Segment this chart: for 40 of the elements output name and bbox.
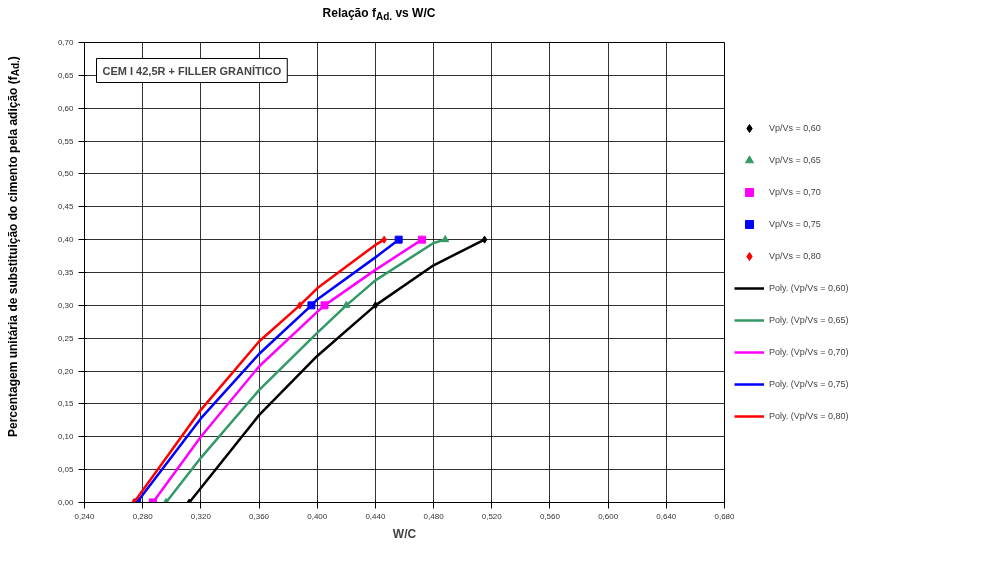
x-tick-label: 0,360	[249, 511, 270, 521]
y-tick-label: 0,55	[57, 136, 75, 146]
x-tick-label: 0,400	[307, 511, 328, 521]
y-tick-label: 0,65	[57, 70, 75, 80]
legend-label: Poly. (Vp/Vs = 0,65)	[769, 315, 849, 325]
x-tick-label: 0,440	[365, 511, 386, 521]
x-tick-label: 0,520	[481, 511, 503, 521]
chart-title: Relação f$_{Ad.}$ vs W/C	[321, 5, 437, 25]
y-tick-label: 0,70	[57, 38, 75, 47]
annotation: CEM I 42,5R + FILLER GRANÍTICO	[102, 64, 282, 77]
y-tick-label: 0,40	[57, 235, 75, 245]
x-tick-label: 0,280	[132, 511, 154, 521]
x-tick-label: 0,480	[423, 511, 445, 521]
legend-label: Vp/Vs = 0,65	[769, 155, 821, 165]
x-tick-label: 0,560	[539, 511, 561, 521]
y-tick-label: 0,30	[57, 300, 75, 310]
y-tick-label: 0,35	[57, 268, 75, 277]
legend-label: Vp/Vs = 0,80	[769, 251, 821, 261]
x-tick-label: 0,240	[74, 511, 96, 521]
legend-label: Poly. (Vp/Vs = 0,70)	[769, 347, 849, 357]
legend-label: Poly. (Vp/Vs = 0,60)	[769, 283, 849, 293]
y-tick-label: 0,05	[57, 465, 75, 475]
legend-label: Vp/Vs = 0,75	[769, 219, 821, 229]
legend-label: Poly. (Vp/Vs = 0,75)	[769, 379, 849, 389]
x-axis-title: W/C	[392, 526, 417, 541]
y-tick-label: 0,00	[57, 498, 75, 507]
legend-label: Vp/Vs = 0,70	[769, 187, 821, 197]
y-tick-label: 0,25	[57, 333, 75, 343]
y-tick-label: 0,45	[57, 202, 75, 212]
y-tick-label: 0,10	[57, 432, 75, 442]
x-tick-label: 0,320	[190, 511, 212, 521]
y-tick-label: 0,50	[57, 169, 75, 179]
x-tick-label: 0,640	[656, 511, 677, 521]
legend-label: Poly. (Vp/Vs = 0,80)	[769, 411, 849, 421]
x-tick-label: 0,680	[714, 511, 736, 521]
y-tick-label: 0,20	[57, 366, 75, 376]
y-tick-label: 0,60	[57, 103, 75, 113]
legend-label: Vp/Vs = 0,60	[769, 123, 821, 133]
y-tick-label: 0,15	[57, 399, 75, 409]
x-tick-label: 0,600	[598, 511, 619, 521]
